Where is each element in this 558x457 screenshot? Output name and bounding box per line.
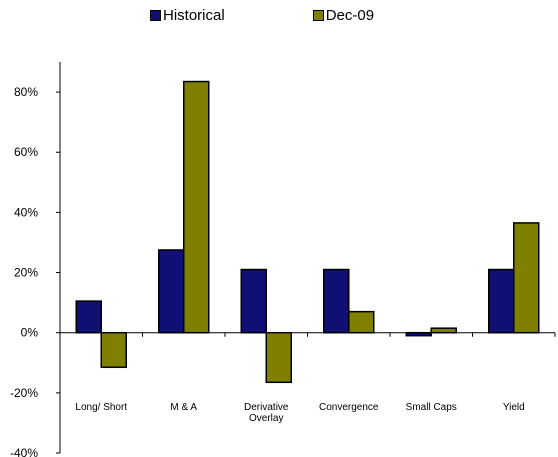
legend-item-historical: Historical (150, 7, 225, 24)
y-tick-label: 80% (14, 85, 38, 99)
bar-dec-09 (348, 310, 375, 334)
legend-swatch-dec-09 (312, 10, 324, 21)
y-tick-label: 40% (14, 205, 38, 219)
legend-label-dec-09: Dec-09 (325, 7, 375, 24)
bar-historical (323, 268, 350, 334)
x-category-label: Small Caps (406, 402, 457, 413)
bar-dec-09 (265, 331, 292, 384)
bar-historical (75, 300, 102, 334)
bar-historical (488, 268, 515, 334)
y-tick-label: 60% (14, 145, 38, 159)
bar-historical (158, 249, 185, 334)
x-category-label: Convergence (319, 402, 379, 413)
chart-legend: Historical Dec-09 (150, 7, 374, 24)
legend-label-historical: Historical (163, 7, 225, 24)
y-tick-label: 0% (21, 326, 39, 340)
bar-dec-09 (183, 80, 210, 334)
x-category-label: Yield (503, 402, 525, 413)
y-tick-label: 20% (14, 266, 38, 280)
legend-swatch-historical (150, 10, 161, 21)
bar-historical (405, 331, 432, 337)
x-category-label: Long/ Short (75, 402, 127, 413)
x-category-label: Overlay (249, 413, 283, 424)
y-tick-label: -40% (10, 446, 38, 457)
x-category-label: M & A (170, 402, 197, 413)
bar-dec-09 (513, 222, 540, 334)
bar-dec-09 (100, 331, 127, 369)
y-tick-label: -20% (10, 386, 38, 400)
legend-item-dec-09: Dec-09 (312, 7, 375, 24)
bar-historical (240, 268, 267, 334)
x-category-label: Derivative (244, 402, 289, 413)
bar-dec-09 (430, 327, 457, 334)
